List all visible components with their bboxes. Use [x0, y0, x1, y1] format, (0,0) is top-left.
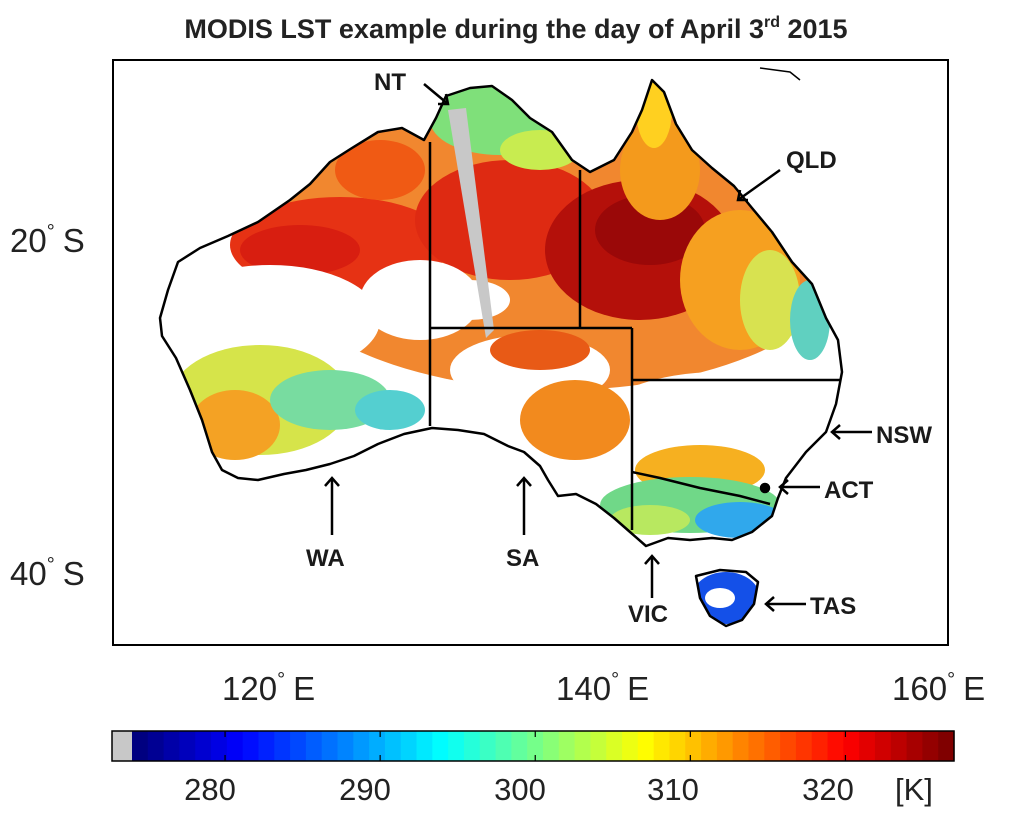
- colorbar-ticks: [224, 731, 847, 761]
- colorbar-cell: [859, 731, 876, 761]
- colorbar-cell: [764, 731, 781, 761]
- colorbar-cell: [669, 731, 686, 761]
- lat-label-40s: 40° S: [10, 554, 85, 592]
- colorbar-cell: [163, 731, 181, 761]
- colorbar-cell: [448, 731, 465, 761]
- state-label-tas: TAS: [810, 593, 856, 620]
- colorbar-cell: [701, 731, 718, 761]
- colorbar-cell: [305, 731, 323, 761]
- colorbar-cell: [369, 731, 386, 761]
- colorbar-cell: [653, 731, 671, 761]
- colorbar-cell: [511, 731, 528, 761]
- colorbar-cell: [147, 731, 165, 761]
- state-borders: [428, 142, 840, 530]
- colorbar-cell: [590, 731, 607, 761]
- colorbar-cell: [432, 731, 449, 761]
- colorbar-cell: [179, 731, 196, 761]
- state-label-nsw: NSW: [876, 422, 932, 449]
- title-main: MODIS LST example during the day of Apri…: [184, 14, 764, 44]
- colorbar-cell: [211, 731, 228, 761]
- colorbar-cell: [558, 731, 576, 761]
- colorbar-cell: [811, 731, 829, 761]
- state-label-act: ACT: [824, 477, 874, 504]
- colorbar-cell: [384, 731, 402, 761]
- colorbar-tick-label: 290: [339, 772, 391, 807]
- colorbar-cell: [716, 731, 734, 761]
- colorbar-cell: [574, 731, 592, 761]
- colorbar-cell: [890, 731, 908, 761]
- colorbar-cell: [337, 731, 354, 761]
- colorbar-cell: [906, 731, 923, 761]
- state-label-qld: QLD: [786, 147, 837, 174]
- state-label-wa: WA: [306, 545, 345, 572]
- coastline: [158, 67, 844, 628]
- state-arrows: [324, 83, 872, 612]
- colorbar-cell: [132, 731, 149, 761]
- title-tail: 2015: [780, 14, 848, 44]
- colorbar-cell: [495, 731, 512, 761]
- colorbar-cell: [543, 731, 560, 761]
- colorbar-cell: [274, 731, 291, 761]
- colorbar-cell: [748, 731, 765, 761]
- colorbar-cell: [226, 731, 244, 761]
- colorbar-cell: [606, 731, 623, 761]
- colorbar-cell: [416, 731, 433, 761]
- colorbar-tick-label: 320: [802, 772, 854, 807]
- colorbar-cell: [400, 731, 418, 761]
- lat-label-20s: 20° S: [10, 221, 85, 259]
- lon-label-120e: 120° E: [222, 669, 315, 707]
- colorbar-cell: [479, 731, 497, 761]
- colorbar-cell: [874, 731, 892, 761]
- lon-label-140e: 140° E: [556, 669, 649, 707]
- colorbar-cell: [242, 731, 260, 761]
- colorbar-cell: [637, 731, 655, 761]
- colorbar-cell: [843, 731, 860, 761]
- colorbar-cell: [922, 731, 939, 761]
- colorbar-tick-label: 310: [647, 772, 699, 807]
- colorbar-cell: [463, 731, 481, 761]
- colorbar-tick-label: 300: [494, 772, 546, 807]
- colorbar-tick-label: 280: [184, 772, 236, 807]
- state-label-vic: VIC: [628, 601, 668, 628]
- colorbar-cell: [353, 731, 370, 761]
- colorbar-cell: [938, 731, 955, 761]
- figure-title: MODIS LST example during the day of Apri…: [184, 14, 847, 44]
- title-superscript: rd: [764, 14, 780, 31]
- colorbar-cell: [321, 731, 339, 761]
- colorbar-cell: [527, 731, 544, 761]
- colorbar-unit: [K]: [895, 772, 933, 807]
- colorbar-cell: [827, 731, 844, 761]
- colorbar-cell: [622, 731, 639, 761]
- lon-label-160e: 160° E: [892, 669, 985, 707]
- state-label-nt: NT: [374, 69, 406, 96]
- colorbar-cell: [290, 731, 307, 761]
- colorbar-cell: [780, 731, 797, 761]
- colorbar-cell: [795, 731, 813, 761]
- state-label-sa: SA: [506, 545, 539, 572]
- colorbar-missing-cell: [112, 731, 132, 761]
- colorbar-cell: [685, 731, 702, 761]
- colorbar-frame: [111, 730, 955, 762]
- colorbar-cell: [258, 731, 275, 761]
- colorbar-cell: [732, 731, 750, 761]
- colorbar: [112, 731, 955, 761]
- colorbar-cell: [195, 731, 212, 761]
